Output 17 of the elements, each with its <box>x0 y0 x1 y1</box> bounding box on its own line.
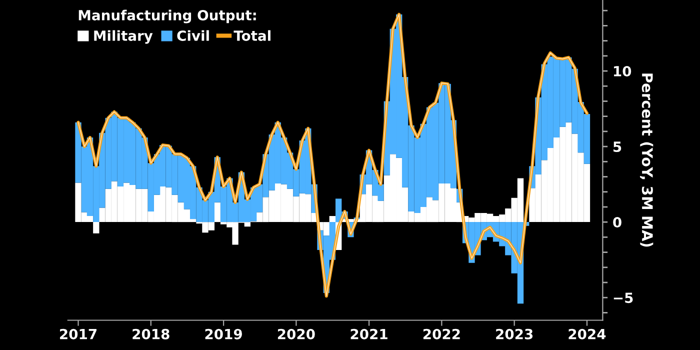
y-tick-label: 5 <box>613 142 622 152</box>
x-tick-label: 2023 <box>496 328 533 340</box>
y-axis-title: Percent (YoY, 3M MA) <box>640 74 654 247</box>
legend-label: Total <box>234 30 270 41</box>
y-tick-label: 0 <box>613 217 622 228</box>
x-tick-label: 2017 <box>60 328 96 340</box>
x-tick-label: 2018 <box>132 328 170 340</box>
legend-label: Military <box>94 30 153 44</box>
legend-label: Civil <box>177 30 209 41</box>
legend-title: Manufacturing Output: <box>78 10 256 24</box>
x-tick-label: 2024 <box>568 328 606 340</box>
x-tick-label: 2019 <box>205 328 242 340</box>
x-tick-label: 2020 <box>278 328 315 340</box>
x-tick-label: 2022 <box>423 328 460 340</box>
y-tick-label: 10 <box>614 66 632 76</box>
y-tick-label: −5 <box>614 292 633 304</box>
x-tick-label: 2021 <box>350 328 388 340</box>
